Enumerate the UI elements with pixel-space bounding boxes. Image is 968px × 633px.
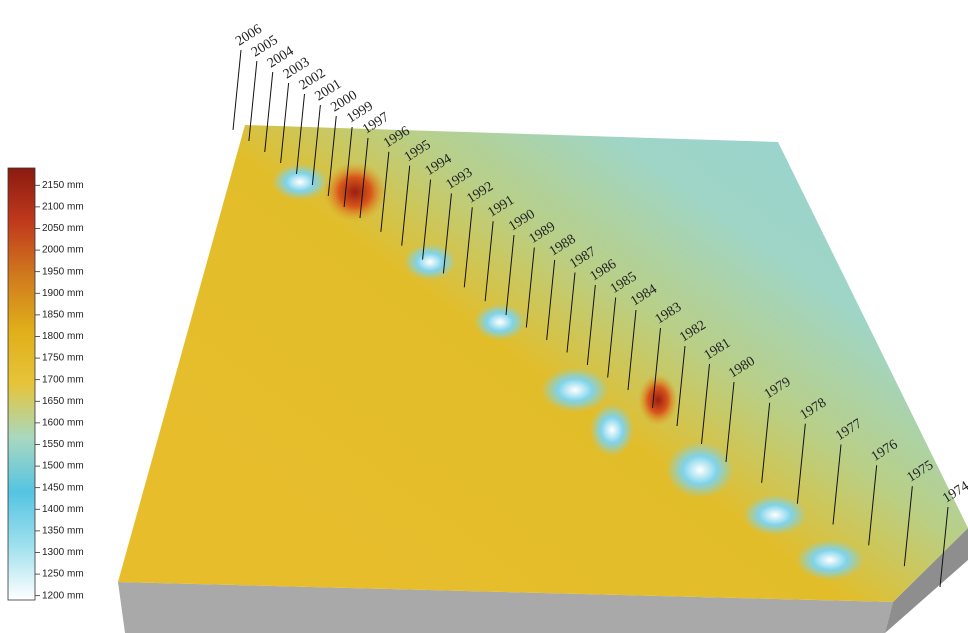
colorbar-tick-label: 1450 mm — [42, 482, 84, 493]
leader-line — [232, 49, 242, 131]
leader-line — [761, 402, 771, 483]
surface-side — [118, 582, 893, 633]
leader-line — [607, 297, 617, 378]
leader-line — [832, 444, 842, 525]
surface — [118, 125, 968, 602]
leader-line — [505, 234, 515, 316]
leader-line — [327, 115, 337, 197]
colorbar-tick-label: 2050 mm — [42, 223, 84, 234]
leader-line — [725, 381, 735, 463]
colorbar-tick-label: 1550 mm — [42, 439, 84, 450]
colorbar-tick-label: 2100 mm — [42, 202, 84, 213]
leader-line — [627, 309, 637, 391]
leader-line — [903, 486, 913, 567]
surface-side — [885, 528, 968, 633]
colorbar-ticks: 2150 mm 2100 mm 2050 mm 2000 mm 1950 mm 1900 … — [35, 180, 84, 601]
colorbar-tick-label: 1800 mm — [42, 331, 84, 342]
leader-line — [442, 193, 452, 274]
colorbar-tick-label: 1750 mm — [42, 353, 84, 364]
leader-line — [401, 165, 411, 246]
colorbar-tick-label: 2150 mm — [42, 180, 84, 191]
leader-line — [939, 506, 949, 588]
leader-line — [296, 93, 305, 175]
colorbar-tick-label: 1200 mm — [42, 590, 84, 601]
colorbar-tick-label: 1500 mm — [42, 461, 84, 472]
colorbar-tick-label: 2000 mm — [42, 245, 84, 256]
leader-line — [359, 137, 369, 219]
leader-line — [525, 247, 535, 328]
leader-line — [463, 207, 473, 288]
leader-line — [484, 221, 494, 302]
colorbar — [7, 167, 36, 601]
leader-line — [701, 363, 710, 445]
colorbar-tick-label: 1300 mm — [42, 547, 84, 558]
leader-line — [796, 423, 806, 504]
colorbar-tick-label: 1950 mm — [42, 266, 84, 277]
leader-line — [343, 126, 353, 208]
leader-line — [546, 259, 556, 341]
leader-line — [311, 104, 321, 186]
leader-line — [566, 272, 576, 353]
leader-line — [652, 327, 661, 409]
colorbar-tick-label: 1650 mm — [42, 396, 84, 407]
colorbar-tick-label: 1400 mm — [42, 504, 84, 515]
colorbar-tick-label: 1250 mm — [42, 569, 84, 580]
colorbar-tick-label: 1350 mm — [42, 526, 84, 537]
leader-line — [422, 179, 432, 260]
colorbar-tick-label: 1600 mm — [42, 418, 84, 429]
colorbar-tick-label: 1700 mm — [42, 374, 84, 385]
leader-line — [868, 465, 878, 546]
leader-line — [586, 284, 596, 366]
ridge — [272, 162, 864, 580]
leader-line — [264, 71, 274, 153]
colorbar-tick-label: 1850 mm — [42, 310, 84, 321]
leader-line — [380, 151, 390, 232]
leader-line — [248, 60, 258, 142]
leader-line — [280, 82, 290, 164]
colorbar-tick-label: 1900 mm — [42, 288, 84, 299]
leader-line — [676, 345, 686, 427]
